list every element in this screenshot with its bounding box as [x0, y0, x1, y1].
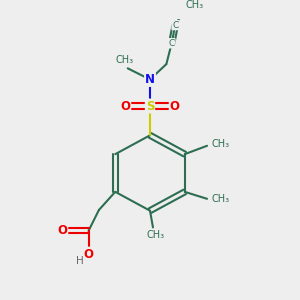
Text: N: N: [145, 73, 155, 86]
Text: CH₃: CH₃: [116, 55, 134, 65]
Text: CH₃: CH₃: [186, 0, 204, 10]
Text: O: O: [83, 248, 94, 261]
Text: C: C: [172, 21, 178, 30]
Text: O: O: [57, 224, 67, 237]
Text: CH₃: CH₃: [212, 140, 230, 149]
Text: CH₃: CH₃: [147, 230, 165, 240]
Text: S: S: [146, 100, 154, 112]
Text: O: O: [170, 100, 180, 112]
Text: C: C: [169, 39, 175, 48]
Text: O: O: [120, 100, 130, 112]
Text: CH₃: CH₃: [212, 194, 230, 204]
Text: H: H: [76, 256, 83, 266]
